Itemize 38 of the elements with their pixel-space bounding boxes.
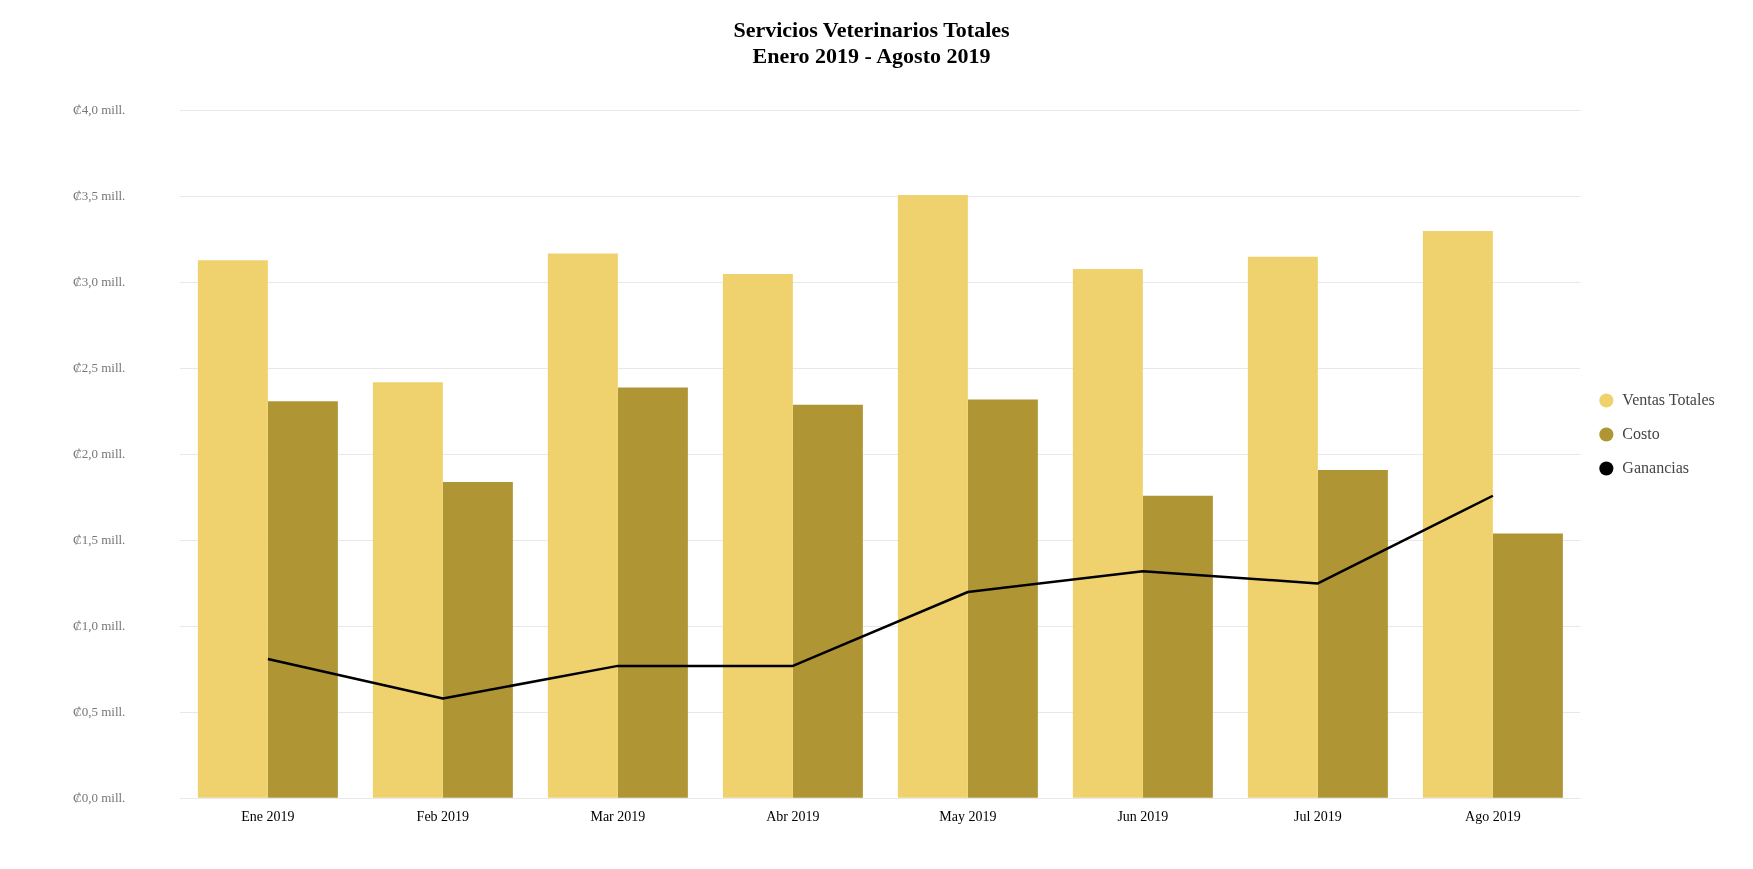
y-tick-label: ₡2,0 mill. <box>72 445 126 461</box>
bar <box>897 195 968 798</box>
y-tick-label: ₡4,0 mill. <box>72 102 126 118</box>
y-tick-label: ₡0,0 mill. <box>72 789 126 805</box>
legend-label: Ganancias <box>1622 458 1690 476</box>
x-tick-label: Feb 2019 <box>416 809 470 825</box>
y-tick-label: ₡3,0 mill. <box>72 274 126 290</box>
x-tick-label: Abr 2019 <box>766 809 820 825</box>
y-tick-label: ₡1,0 mill. <box>72 617 126 633</box>
y-tick-label: ₡0,5 mill. <box>72 703 126 719</box>
bar <box>372 382 443 798</box>
bar <box>722 274 793 798</box>
bar <box>1422 231 1493 798</box>
y-tick-label: ₡3,5 mill. <box>72 188 126 204</box>
chart-subtitle: Enero 2019 - Agosto 2019 <box>752 43 991 69</box>
x-tick-label: Jul 2019 <box>1293 809 1342 825</box>
bar <box>792 404 863 798</box>
bar <box>617 387 688 798</box>
bar <box>967 399 1038 798</box>
bar <box>1492 533 1563 798</box>
bar <box>1072 268 1143 798</box>
bar <box>267 401 338 798</box>
y-tick-label: ₡2,5 mill. <box>72 360 126 375</box>
bar <box>1317 469 1388 798</box>
chart-title: Servicios Veterinarios Totales <box>733 16 1011 42</box>
bar <box>1142 495 1213 798</box>
x-tick-label: Jun 2019 <box>1117 809 1169 825</box>
y-tick-label: ₡1,5 mill. <box>72 531 126 547</box>
legend-label: Ventas Totales <box>1622 390 1715 408</box>
x-tick-label: Ene 2019 <box>241 809 295 825</box>
bar <box>1247 256 1318 798</box>
x-tick-label: Mar 2019 <box>590 809 646 825</box>
bar <box>442 482 513 798</box>
bar <box>197 260 268 798</box>
x-tick-label: May 2019 <box>939 809 997 825</box>
bar <box>547 253 618 798</box>
legend-label: Costo <box>1622 424 1660 442</box>
x-tick-label: Ago 2019 <box>1465 809 1521 825</box>
